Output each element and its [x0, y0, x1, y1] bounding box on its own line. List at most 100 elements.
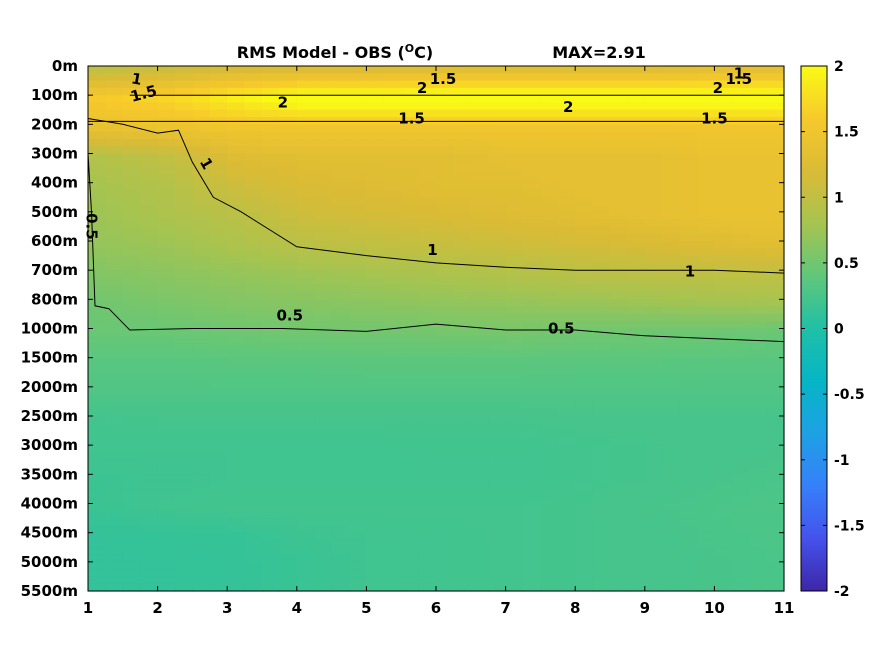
- heatmap-cell: [575, 109, 594, 118]
- heatmap-cell: [105, 292, 124, 300]
- heatmap-cell: [697, 532, 715, 541]
- heatmap-cell: [470, 124, 489, 133]
- heatmap-cell: [209, 124, 228, 133]
- heatmap-cell: [714, 182, 733, 191]
- heatmap-cell: [262, 102, 280, 111]
- heatmap-cell: [227, 255, 246, 264]
- heatmap-cell: [505, 189, 524, 198]
- heatmap-cell: [557, 401, 576, 410]
- heatmap-cell: [383, 503, 402, 512]
- heatmap-cell: [644, 277, 663, 286]
- heatmap-cell: [714, 321, 733, 330]
- heatmap-cell: [436, 350, 454, 359]
- heatmap-cell: [349, 423, 367, 432]
- heatmap-cell: [575, 233, 594, 242]
- heatmap-cell: [279, 233, 298, 242]
- heatmap-cell: [488, 131, 507, 140]
- heatmap-cell: [731, 423, 750, 432]
- heatmap-cell: [523, 343, 541, 351]
- heatmap-cell: [523, 233, 541, 242]
- heatmap-cell: [679, 146, 698, 155]
- heatmap-cell: [662, 87, 681, 96]
- heatmap-cell: [697, 189, 715, 198]
- heatmap-cell: [366, 569, 385, 578]
- heatmap-cell: [592, 583, 611, 592]
- heatmap-cell: [540, 437, 559, 446]
- heatmap-cell: [766, 518, 785, 526]
- heatmap-cell: [88, 554, 106, 563]
- heatmap-cell: [209, 554, 228, 563]
- heatmap-cell: [349, 394, 367, 403]
- heatmap-cell: [540, 423, 559, 432]
- heatmap-cell: [418, 357, 437, 366]
- heatmap-cell: [244, 372, 263, 381]
- heatmap-cell: [331, 262, 350, 271]
- heatmap-cell: [731, 284, 750, 293]
- heatmap-cell: [279, 131, 298, 140]
- heatmap-cell: [244, 321, 263, 330]
- heatmap-cell: [679, 401, 698, 410]
- heatmap-cell: [453, 248, 472, 257]
- heatmap-cell: [366, 576, 385, 585]
- heatmap-cell: [662, 459, 681, 468]
- heatmap-cell: [314, 539, 333, 548]
- heatmap-cell: [401, 255, 420, 264]
- heatmap-cell: [383, 73, 402, 82]
- heatmap-cell: [714, 423, 733, 432]
- heatmap-cell: [314, 459, 333, 468]
- heatmap-cell: [766, 233, 785, 242]
- heatmap-cell: [488, 270, 507, 279]
- heatmap-cell: [383, 175, 402, 184]
- heatmap-cell: [592, 204, 611, 213]
- heatmap-cell: [279, 95, 298, 104]
- heatmap-cell: [644, 386, 663, 395]
- heatmap-cell: [766, 248, 785, 257]
- heatmap-cell: [401, 160, 420, 169]
- heatmap-cell: [296, 241, 315, 249]
- heatmap-cell: [157, 372, 176, 381]
- heatmap-cell: [453, 510, 472, 519]
- heatmap-cell: [349, 379, 367, 388]
- heatmap-cell: [540, 401, 559, 410]
- heatmap-cell: [88, 87, 106, 96]
- heatmap-cell: [488, 226, 507, 235]
- heatmap-cell: [697, 277, 715, 286]
- heatmap-cell: [714, 401, 733, 410]
- heatmap-cell: [697, 386, 715, 395]
- heatmap-cell: [488, 197, 507, 206]
- heatmap-cell: [314, 583, 333, 592]
- heatmap-cell: [140, 430, 159, 439]
- heatmap-cell: [175, 233, 193, 242]
- heatmap-cell: [331, 277, 350, 286]
- heatmap-cell: [697, 226, 715, 235]
- heatmap-cell: [540, 248, 559, 257]
- y-tick-label: 0m: [52, 57, 78, 75]
- heatmap-cell: [470, 525, 489, 534]
- heatmap-cell: [644, 262, 663, 271]
- heatmap-cell: [470, 211, 489, 220]
- heatmap-cell: [592, 496, 611, 505]
- heatmap-cell: [244, 284, 263, 293]
- heatmap-cell: [662, 175, 681, 184]
- heatmap-cell: [175, 73, 193, 82]
- heatmap-cell: [453, 364, 472, 373]
- heatmap-cell: [122, 554, 141, 563]
- heatmap-cell: [279, 175, 298, 184]
- heatmap-cell: [488, 350, 507, 359]
- heatmap-cell: [575, 583, 594, 592]
- heatmap-cell: [470, 168, 489, 176]
- heatmap-cell: [488, 102, 507, 111]
- heatmap-cell: [766, 255, 785, 264]
- heatmap-cell: [436, 95, 454, 104]
- heatmap-cell: [105, 583, 124, 592]
- heatmap-cell: [157, 248, 176, 257]
- heatmap-cell: [418, 430, 437, 439]
- heatmap-cell: [88, 539, 106, 548]
- heatmap-cell: [714, 241, 733, 249]
- heatmap-cell: [627, 496, 646, 505]
- heatmap-cell: [697, 481, 715, 490]
- heatmap-cell: [436, 416, 454, 424]
- heatmap-cell: [627, 394, 646, 403]
- heatmap-cell: [505, 328, 524, 337]
- heatmap-cell: [192, 138, 211, 147]
